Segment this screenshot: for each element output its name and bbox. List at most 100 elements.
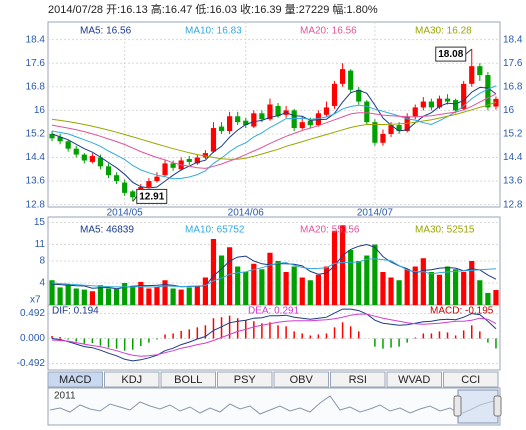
tab-label[interactable]: WVAD (398, 374, 430, 386)
tab[interactable] (443, 371, 499, 388)
candle-body (307, 120, 313, 126)
y-tick-label: 8 (39, 256, 45, 267)
volume-bar (469, 261, 475, 305)
volume-bar (154, 286, 160, 305)
volume-bar (259, 269, 265, 305)
tab-label[interactable]: KDJ (121, 374, 142, 386)
candle-body (162, 163, 168, 176)
candle-body (235, 116, 241, 123)
volume-bar (364, 255, 370, 305)
candle-body (275, 105, 281, 117)
volume-bar (461, 272, 467, 305)
volume-bar (453, 269, 459, 305)
volume-bar (65, 284, 71, 305)
x-tick-label: 2014/07 (357, 208, 394, 219)
candle-body (89, 156, 95, 162)
tab[interactable] (330, 371, 386, 388)
tab[interactable] (386, 371, 442, 388)
volume-bar (436, 274, 443, 305)
navigator-line (49, 395, 499, 415)
navigator-window[interactable] (457, 389, 499, 424)
y-tick-label: 15.2 (503, 129, 523, 140)
ma-line (51, 258, 497, 288)
tab[interactable] (160, 371, 216, 388)
y-tick-label: 18.4 (26, 34, 46, 45)
tab[interactable] (273, 371, 329, 388)
legend-entry: MA20: 55156 (300, 225, 360, 236)
navigator-handle[interactable] (453, 395, 462, 417)
candle-body (97, 157, 104, 167)
volume-bar (227, 247, 233, 305)
tab-label[interactable]: CCI (461, 374, 480, 386)
volume-bar (404, 269, 410, 305)
tab-label[interactable]: MACD (59, 374, 91, 386)
tab[interactable] (104, 371, 160, 388)
y-tick-label: 12.8 (26, 199, 46, 210)
volume-bar (323, 266, 330, 305)
annotation-box (435, 46, 467, 62)
candle-body (170, 163, 176, 168)
volume-bar (49, 280, 55, 305)
legend-entry: DIF: 0.194 (52, 306, 99, 317)
volume-bar (243, 272, 249, 305)
volume-bar (218, 255, 225, 305)
volume-bar (89, 291, 95, 305)
tab-label[interactable]: RSI (349, 374, 367, 386)
y-tick-label: 14.4 (503, 152, 523, 163)
volume-bar (235, 266, 241, 305)
volume-bar (477, 280, 483, 305)
volume-bar (162, 280, 168, 305)
candle-body (130, 191, 136, 198)
legend-entry: DEA: 0.291 (248, 306, 300, 317)
x-tick-label: 2014/05 (107, 208, 144, 219)
legend-entry: MA30: 16.28 (415, 26, 472, 37)
candle-body (105, 166, 112, 176)
tab-label[interactable]: OBV (290, 374, 314, 386)
candle-body (364, 101, 370, 123)
legend-entry: MA10: 16.83 (185, 26, 242, 37)
candle-body (323, 107, 330, 115)
candle-body (420, 101, 426, 108)
candle-body (122, 182, 128, 193)
volume-bar (146, 288, 152, 305)
tab-label[interactable]: PSY (234, 374, 257, 386)
volume-bar (130, 285, 136, 305)
y-tick-label: -0.492 (17, 358, 46, 369)
volume-bar (388, 277, 394, 305)
tab[interactable] (217, 371, 273, 388)
tab-label[interactable]: BOLL (174, 374, 202, 386)
navigator-handle[interactable] (493, 395, 502, 417)
candle-body (315, 113, 321, 126)
candle-body (227, 116, 233, 131)
ma-line (51, 86, 497, 189)
candle-body (57, 136, 63, 142)
candle-body (453, 100, 459, 111)
annotation: 12.91 (139, 192, 164, 203)
y-tick-label: 11 (35, 239, 46, 250)
candle-body (114, 175, 120, 182)
volume-bar (420, 258, 426, 305)
volume-bar (267, 252, 273, 305)
candle-body (493, 98, 499, 107)
legend-entry: MA30: 52515 (415, 225, 475, 236)
y-tick-label: 0.492 (20, 308, 45, 319)
volume-bar (202, 277, 208, 305)
volume-bar (178, 289, 184, 305)
header: 2014/07/28 开:16.13 高:16.47 低:16.03 收:16.… (48, 2, 378, 16)
volume-bar (81, 289, 87, 305)
volume-bar (372, 244, 378, 305)
candle-body (340, 69, 346, 84)
navigator-label: 2011 (54, 391, 76, 402)
legend-entry: MA10: 65752 (185, 225, 245, 236)
volume-bar (251, 263, 257, 305)
volume-bar (122, 283, 128, 305)
candle-body (388, 125, 394, 134)
y-tick-label: 15.2 (26, 129, 46, 140)
y-tick-label: 16 (34, 105, 46, 116)
navigator[interactable] (47, 387, 501, 426)
volume-bar (186, 287, 192, 305)
candle-body (469, 66, 475, 84)
candle-body (380, 133, 386, 143)
y-tick-label: 14.4 (26, 152, 46, 163)
tab[interactable] (47, 371, 103, 388)
